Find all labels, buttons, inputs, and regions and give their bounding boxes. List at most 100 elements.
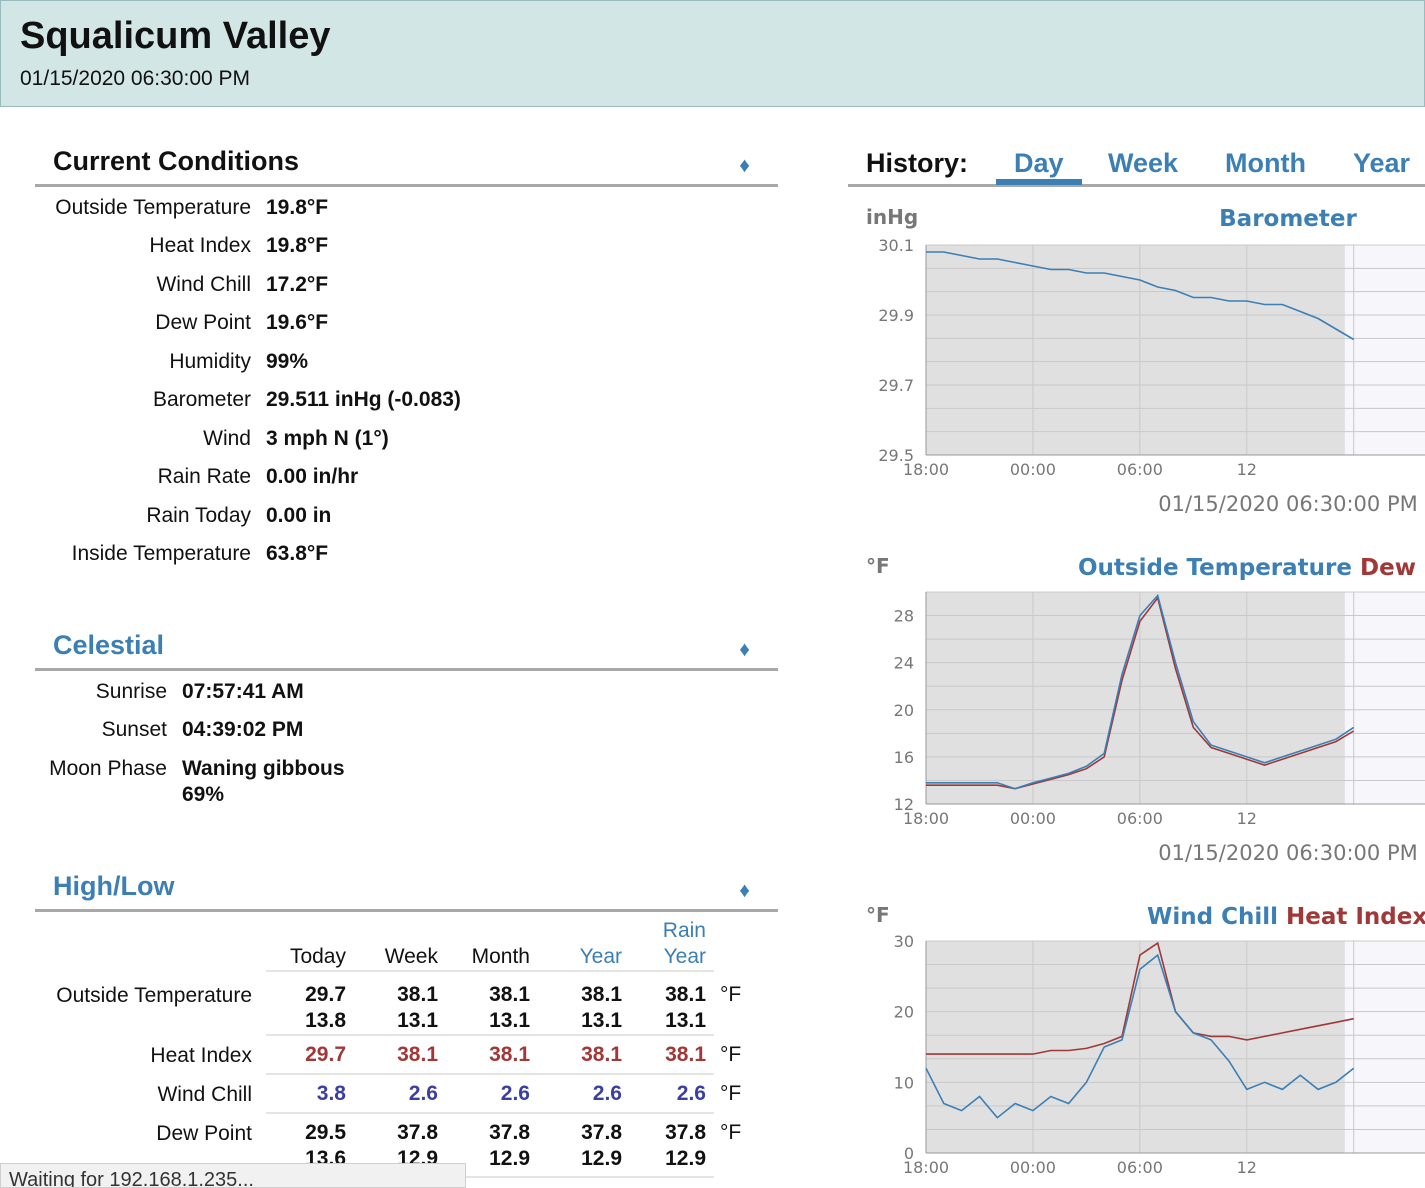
row-label: Dew Point	[156, 1122, 252, 1145]
label-rain-today: Rain Today	[146, 504, 251, 527]
label-rain-rate: Rain Rate	[157, 465, 251, 488]
y-axis-label: °F	[866, 903, 890, 927]
x-tick-label: 12	[1237, 1158, 1257, 1177]
row-label: Heat Index	[150, 1044, 252, 1067]
history-header: History: Day Week Month Year	[848, 140, 1425, 187]
col-month: Month	[446, 910, 538, 972]
page-header: Squalicum Valley 01/15/2020 06:30:00 PM	[0, 0, 1425, 107]
value-rain-today: 0.00 in	[266, 504, 332, 527]
chart-footer-timestamp: 01/15/2020 06:30:00 PM	[1158, 841, 1418, 865]
x-tick-label: 06:00	[1117, 460, 1163, 479]
label-wind: Wind	[203, 427, 251, 450]
x-tick-label: 12	[1237, 460, 1257, 479]
chart-title: Outside Temperature	[1078, 555, 1352, 581]
x-tick-label: 18:00	[903, 460, 949, 479]
barometer-chart: inHg Barometer 30.1 29.9 29.7 29.518:00 00:00 0…	[866, 205, 1425, 516]
table-row: Outside Temperature 29.7 13.8 38.1 13.1 38…	[35, 972, 741, 1036]
highlow-header[interactable]: High/Low ♦	[35, 871, 778, 912]
windchill-heatindex-chart: °F Wind Chill Heat Index 30 20 10 018:00 00:00 0…	[866, 903, 1425, 1177]
series-line	[926, 593, 1355, 790]
tab-year[interactable]: Year	[1353, 148, 1411, 178]
x-tick-label: 00:00	[1010, 460, 1056, 479]
y-tick-label: 29.5	[878, 446, 914, 465]
y-tick-label: 20	[894, 701, 914, 720]
chart-title: Barometer	[1219, 206, 1357, 232]
history-label: History:	[866, 148, 969, 178]
value-dew-point: 19.6°F	[266, 311, 329, 334]
series-line	[926, 941, 1354, 1055]
value-barometer: 29.511 inHg (-0.083)	[266, 388, 461, 411]
col-rain-year: Rain Year	[630, 910, 714, 972]
series-line	[925, 953, 1355, 1119]
label-inside-temperature: Inside Temperature	[71, 542, 251, 565]
y-tick-label: 28	[894, 607, 914, 626]
plot-future-band	[1344, 592, 1425, 804]
celestial-header[interactable]: Celestial ♦	[35, 630, 778, 671]
chart-title-secondary: Dew I	[1360, 555, 1425, 581]
plot-background	[926, 245, 1425, 455]
col-week: Week	[354, 910, 446, 972]
y-tick-label: 30	[894, 932, 914, 951]
value-rain-rate: 0.00 in/hr	[266, 465, 359, 488]
label-wind-chill: Wind Chill	[156, 273, 251, 296]
value-sunset: 04:39:02 PM	[182, 718, 304, 741]
row-label: Wind Chill	[157, 1083, 252, 1106]
y-tick-label: 20	[894, 1003, 914, 1022]
value-wind-chill: 17.2°F	[266, 273, 329, 296]
current-conditions-header[interactable]: Current Conditions ♦	[35, 146, 778, 187]
series-line	[926, 251, 1355, 341]
y-tick-label: 29.7	[878, 376, 914, 395]
y-tick-label: 10	[894, 1073, 914, 1092]
label-heat-index: Heat Index	[149, 234, 251, 257]
x-tick-label: 18:00	[903, 809, 949, 828]
current-conditions-title: Current Conditions	[53, 146, 299, 176]
x-tick-label: 00:00	[1010, 1158, 1056, 1177]
highlow-table: Today Week Month Year Rain Year Outside T…	[35, 910, 741, 1178]
label-sunset: Sunset	[101, 718, 167, 741]
tab-week[interactable]: Week	[1108, 148, 1179, 178]
col-today: Today	[266, 910, 354, 972]
label-barometer: Barometer	[152, 388, 251, 411]
label-moon-phase: Moon Phase	[49, 757, 167, 780]
x-tick-label: 06:00	[1117, 1158, 1163, 1177]
y-tick-label: 30.1	[878, 236, 914, 255]
label-humidity: Humidity	[169, 350, 251, 373]
x-tick-label: 06:00	[1117, 809, 1163, 828]
label-dew-point: Dew Point	[155, 311, 251, 334]
plot-background	[926, 592, 1425, 804]
collapse-diamond-icon[interactable]: ♦	[739, 638, 750, 661]
tab-day[interactable]: Day	[996, 148, 1082, 185]
report-timestamp: 01/15/2020 06:30:00 PM	[20, 67, 251, 90]
value-sunrise: 07:57:41 AM	[182, 680, 304, 703]
collapse-diamond-icon[interactable]: ♦	[739, 879, 750, 902]
tab-month[interactable]: Month	[1225, 148, 1306, 178]
plot-background	[926, 941, 1425, 1153]
value-wind: 3 mph N (1°)	[266, 427, 389, 450]
highlow-title: High/Low	[53, 871, 175, 901]
label-outside-temperature: Outside Temperature	[55, 196, 251, 219]
value-moon-phase: Waning gibbous	[182, 757, 345, 780]
y-tick-label: 16	[894, 748, 914, 767]
chart-footer-timestamp: 01/15/2020 06:30:00 PM	[1158, 492, 1418, 516]
value-inside-temperature: 63.8°F	[266, 542, 329, 565]
table-row: Wind Chill 3.8 2.6 2.6 2.6 2.6 °F	[35, 1075, 741, 1114]
series-line	[926, 596, 1355, 790]
celestial-title: Celestial	[53, 630, 165, 660]
chart-title-secondary: Heat Index	[1286, 904, 1425, 930]
y-axis-label: inHg	[866, 205, 918, 229]
row-label: Outside Temperature	[56, 984, 252, 1007]
table-row: Heat Index 29.7 38.1 38.1 38.1 38.1 °F	[35, 1036, 741, 1075]
y-tick-label: 0	[904, 1144, 914, 1163]
label-sunrise: Sunrise	[95, 680, 167, 703]
browser-status-bar: Waiting for 192.168.1.235...	[0, 1163, 466, 1188]
x-tick-label: 18:00	[903, 1158, 949, 1177]
station-name: Squalicum Valley	[20, 15, 331, 57]
col-year: Year	[538, 910, 630, 972]
y-tick-label: 12	[894, 795, 914, 814]
value-outside-temperature: 19.8°F	[266, 196, 329, 219]
y-tick-label: 24	[894, 654, 914, 673]
value-humidity: 99%	[266, 350, 309, 373]
collapse-diamond-icon[interactable]: ♦	[739, 154, 750, 177]
value-moon-percent: 69%	[182, 783, 225, 806]
